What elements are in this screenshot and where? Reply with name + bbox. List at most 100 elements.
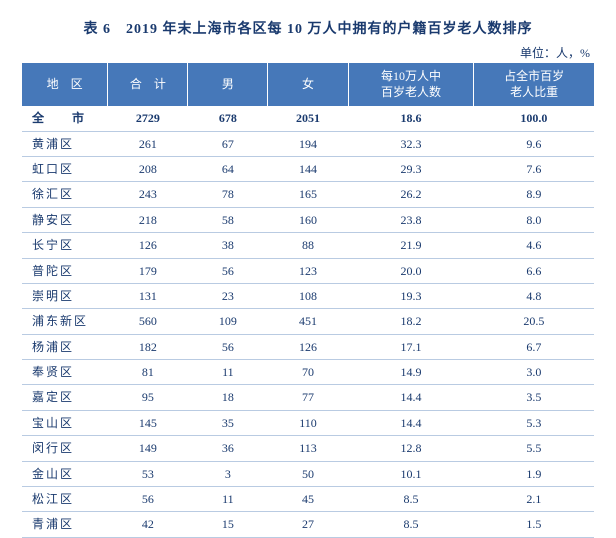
cell-male: 678	[188, 106, 268, 131]
cell-total: 218	[108, 207, 188, 232]
cell-female: 165	[268, 182, 348, 207]
cell-per100k: 18.6	[348, 106, 474, 131]
cell-male: 109	[188, 309, 268, 334]
cell-region: 闵行区	[22, 436, 108, 461]
cell-per100k: 12.8	[348, 436, 474, 461]
cell-region: 长宁区	[22, 233, 108, 258]
cell-region: 嘉定区	[22, 385, 108, 410]
cell-percent: 3.5	[474, 385, 594, 410]
cell-male: 36	[188, 436, 268, 461]
cell-per100k: 14.4	[348, 385, 474, 410]
cell-percent: 1.5	[474, 512, 594, 537]
cell-percent: 1.9	[474, 461, 594, 486]
page-container: 表 6 2019 年末上海市各区每 10 万人中拥有的户籍百岁老人数排序 单位：…	[0, 0, 616, 538]
cell-percent: 6.6	[474, 258, 594, 283]
col-total-header: 合 计	[108, 63, 188, 106]
table-row: 松江区5611458.52.1	[22, 487, 594, 512]
cell-percent: 2.1	[474, 487, 594, 512]
cell-region: 杨浦区	[22, 334, 108, 359]
cell-male: 56	[188, 258, 268, 283]
cell-total: 126	[108, 233, 188, 258]
cell-male: 15	[188, 512, 268, 537]
table-body: 全 市 2729 678 2051 18.6 100.0 黄浦区26167194…	[22, 106, 594, 537]
cell-total: 261	[108, 131, 188, 156]
cell-region: 虹口区	[22, 156, 108, 181]
cell-total: 243	[108, 182, 188, 207]
cell-percent: 8.0	[474, 207, 594, 232]
cell-percent: 5.3	[474, 410, 594, 435]
cell-total: 81	[108, 360, 188, 385]
cell-region: 静安区	[22, 207, 108, 232]
cell-total: 2729	[108, 106, 188, 131]
cell-per100k: 10.1	[348, 461, 474, 486]
cell-percent: 9.6	[474, 131, 594, 156]
cell-region: 全 市	[22, 106, 108, 131]
cell-percent: 4.6	[474, 233, 594, 258]
cell-female: 108	[268, 283, 348, 308]
col-male-header: 男	[188, 63, 268, 106]
cell-female: 27	[268, 512, 348, 537]
cell-female: 45	[268, 487, 348, 512]
cell-per100k: 29.3	[348, 156, 474, 181]
table-row: 崇明区1312310819.34.8	[22, 283, 594, 308]
table-row: 徐汇区2437816526.28.9	[22, 182, 594, 207]
cell-male: 18	[188, 385, 268, 410]
cell-female: 160	[268, 207, 348, 232]
cell-total: 131	[108, 283, 188, 308]
centenarian-table: 地 区 合 计 男 女 每10万人中百岁老人数 占全市百岁老人比重 全 市 27…	[22, 63, 594, 538]
table-row: 金山区5335010.11.9	[22, 461, 594, 486]
cell-total: 182	[108, 334, 188, 359]
cell-per100k: 8.5	[348, 487, 474, 512]
table-row: 奉贤区81117014.93.0	[22, 360, 594, 385]
unit-label: 单位：人，%	[22, 44, 594, 61]
table-row: 杨浦区1825612617.16.7	[22, 334, 594, 359]
table-row: 虹口区2086414429.37.6	[22, 156, 594, 181]
cell-total: 145	[108, 410, 188, 435]
cell-female: 144	[268, 156, 348, 181]
cell-per100k: 21.9	[348, 233, 474, 258]
cell-male: 11	[188, 360, 268, 385]
table-header: 地 区 合 计 男 女 每10万人中百岁老人数 占全市百岁老人比重	[22, 63, 594, 106]
cell-percent: 7.6	[474, 156, 594, 181]
cell-male: 58	[188, 207, 268, 232]
cell-female: 70	[268, 360, 348, 385]
cell-region: 普陀区	[22, 258, 108, 283]
cell-per100k: 8.5	[348, 512, 474, 537]
cell-female: 113	[268, 436, 348, 461]
cell-percent: 6.7	[474, 334, 594, 359]
col-female-header: 女	[268, 63, 348, 106]
cell-percent: 4.8	[474, 283, 594, 308]
table-row: 浦东新区56010945118.220.5	[22, 309, 594, 334]
cell-female: 2051	[268, 106, 348, 131]
cell-per100k: 26.2	[348, 182, 474, 207]
table-row: 长宁区126388821.94.6	[22, 233, 594, 258]
cell-total: 95	[108, 385, 188, 410]
cell-male: 78	[188, 182, 268, 207]
cell-female: 451	[268, 309, 348, 334]
col-per100k-header: 每10万人中百岁老人数	[348, 63, 474, 106]
cell-per100k: 32.3	[348, 131, 474, 156]
cell-per100k: 14.9	[348, 360, 474, 385]
table-row: 黄浦区2616719432.39.6	[22, 131, 594, 156]
cell-total: 149	[108, 436, 188, 461]
cell-total: 56	[108, 487, 188, 512]
cell-per100k: 23.8	[348, 207, 474, 232]
cell-female: 194	[268, 131, 348, 156]
cell-percent: 3.0	[474, 360, 594, 385]
cell-female: 77	[268, 385, 348, 410]
cell-per100k: 14.4	[348, 410, 474, 435]
table-row: 闵行区1493611312.85.5	[22, 436, 594, 461]
cell-total: 53	[108, 461, 188, 486]
cell-total: 208	[108, 156, 188, 181]
cell-region: 徐汇区	[22, 182, 108, 207]
table-title: 表 6 2019 年末上海市各区每 10 万人中拥有的户籍百岁老人数排序	[22, 18, 594, 38]
cell-male: 56	[188, 334, 268, 359]
table-row: 嘉定区95187714.43.5	[22, 385, 594, 410]
total-row: 全 市 2729 678 2051 18.6 100.0	[22, 106, 594, 131]
cell-per100k: 17.1	[348, 334, 474, 359]
cell-percent: 100.0	[474, 106, 594, 131]
cell-region: 松江区	[22, 487, 108, 512]
cell-female: 50	[268, 461, 348, 486]
cell-male: 3	[188, 461, 268, 486]
cell-female: 110	[268, 410, 348, 435]
